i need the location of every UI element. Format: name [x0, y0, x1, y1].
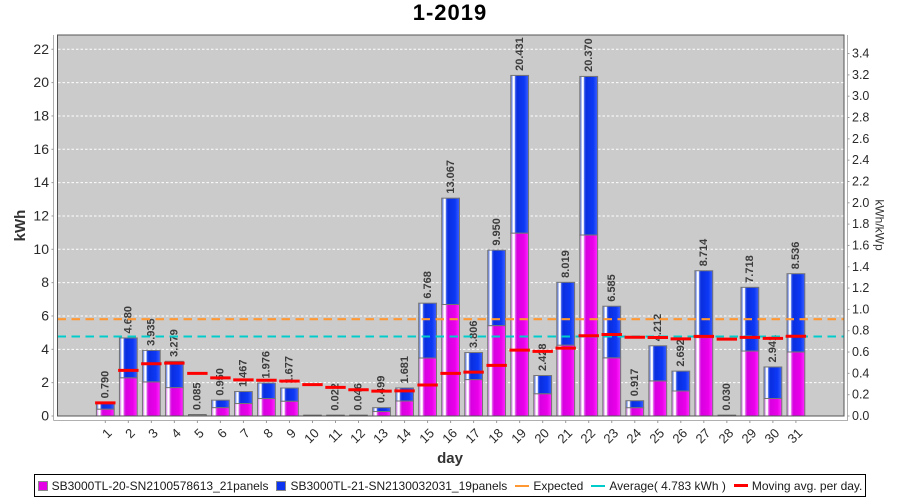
- svg-text:20: 20: [33, 74, 49, 90]
- svg-text:8.714: 8.714: [698, 238, 710, 266]
- svg-text:2.941: 2.941: [767, 335, 779, 363]
- svg-text:25: 25: [646, 425, 667, 446]
- svg-text:20: 20: [531, 425, 552, 446]
- svg-text:31: 31: [785, 425, 806, 446]
- svg-text:0.790: 0.790: [100, 371, 112, 399]
- svg-text:28: 28: [715, 425, 736, 446]
- svg-text:0.022: 0.022: [330, 383, 342, 411]
- svg-text:0.0: 0.0: [852, 409, 869, 423]
- svg-text:2.2: 2.2: [852, 174, 869, 188]
- svg-text:2.0: 2.0: [852, 196, 869, 210]
- svg-text:7: 7: [237, 425, 253, 441]
- svg-text:1.467: 1.467: [238, 360, 250, 388]
- svg-text:12: 12: [347, 425, 368, 446]
- svg-text:0.950: 0.950: [215, 368, 227, 396]
- svg-text:16: 16: [33, 141, 49, 157]
- svg-text:20.370: 20.370: [583, 38, 595, 72]
- svg-text:3.2: 3.2: [852, 68, 869, 82]
- svg-text:kWh: kWh: [12, 210, 29, 242]
- svg-text:1.0: 1.0: [852, 302, 869, 316]
- svg-text:6: 6: [41, 307, 49, 323]
- svg-text:2: 2: [122, 425, 138, 441]
- svg-text:0.499: 0.499: [376, 376, 388, 404]
- svg-text:10: 10: [301, 425, 322, 446]
- svg-text:2.428: 2.428: [537, 343, 549, 371]
- svg-text:2.692: 2.692: [675, 339, 687, 367]
- svg-text:8.536: 8.536: [790, 242, 802, 270]
- svg-text:13.067: 13.067: [445, 160, 457, 194]
- svg-text:1.976: 1.976: [261, 351, 273, 379]
- svg-text:8: 8: [41, 274, 49, 290]
- svg-text:17: 17: [462, 425, 483, 446]
- svg-text:4: 4: [41, 341, 49, 357]
- svg-text:30: 30: [762, 425, 783, 446]
- svg-text:0.4: 0.4: [852, 366, 869, 380]
- svg-text:24: 24: [623, 425, 644, 446]
- svg-text:0.046: 0.046: [353, 383, 365, 411]
- svg-text:3: 3: [145, 425, 161, 441]
- svg-text:20.431: 20.431: [514, 37, 526, 71]
- svg-text:3.935: 3.935: [146, 318, 158, 346]
- svg-text:1.4: 1.4: [852, 260, 869, 274]
- svg-text:8: 8: [260, 425, 276, 441]
- svg-text:9: 9: [283, 425, 299, 441]
- svg-text:22: 22: [577, 425, 598, 446]
- svg-text:6.768: 6.768: [422, 271, 434, 299]
- svg-text:10: 10: [33, 241, 49, 257]
- svg-text:12: 12: [33, 207, 49, 223]
- svg-text:day: day: [437, 450, 464, 467]
- svg-text:9.950: 9.950: [491, 218, 503, 246]
- svg-text:8.019: 8.019: [560, 250, 572, 278]
- svg-text:0.2: 0.2: [852, 388, 869, 402]
- svg-text:16: 16: [439, 425, 460, 446]
- svg-text:27: 27: [692, 425, 713, 446]
- svg-text:5: 5: [191, 425, 207, 441]
- svg-text:0.917: 0.917: [629, 369, 641, 397]
- svg-text:6: 6: [214, 425, 230, 441]
- svg-text:3.806: 3.806: [468, 321, 480, 349]
- svg-text:1.6: 1.6: [852, 238, 869, 252]
- svg-text:22: 22: [33, 41, 49, 57]
- svg-text:1.681: 1.681: [399, 356, 411, 384]
- svg-text:4.212: 4.212: [652, 314, 664, 342]
- svg-text:0.6: 0.6: [852, 345, 869, 359]
- svg-text:2.4: 2.4: [852, 153, 869, 167]
- svg-text:kWh/kWp: kWh/kWp: [873, 199, 887, 251]
- svg-text:21: 21: [554, 425, 575, 446]
- svg-text:1: 1: [99, 425, 115, 441]
- svg-text:1.8: 1.8: [852, 217, 869, 231]
- svg-text:1.677: 1.677: [284, 356, 296, 384]
- svg-text:0.8: 0.8: [852, 324, 869, 338]
- svg-text:18: 18: [485, 425, 506, 446]
- svg-text:0.030: 0.030: [721, 383, 733, 411]
- svg-text:7.718: 7.718: [744, 255, 756, 283]
- svg-text:3.4: 3.4: [852, 47, 869, 61]
- svg-text:3.0: 3.0: [852, 89, 869, 103]
- svg-text:0.085: 0.085: [192, 383, 204, 411]
- svg-text:29: 29: [739, 425, 760, 446]
- svg-text:15: 15: [416, 425, 437, 446]
- svg-text:19: 19: [508, 425, 529, 446]
- svg-text:2.6: 2.6: [852, 132, 869, 146]
- svg-text:4: 4: [168, 425, 184, 441]
- svg-text:3.279: 3.279: [169, 329, 181, 357]
- svg-text:2.8: 2.8: [852, 111, 869, 125]
- svg-text:13: 13: [370, 425, 391, 446]
- svg-text:18: 18: [33, 107, 49, 123]
- svg-text:1.2: 1.2: [852, 281, 869, 295]
- svg-text:23: 23: [600, 425, 621, 446]
- svg-text:14: 14: [33, 174, 49, 190]
- svg-text:11: 11: [325, 425, 345, 445]
- svg-text:14: 14: [393, 425, 414, 446]
- svg-text:26: 26: [669, 425, 690, 446]
- svg-text:2: 2: [41, 374, 49, 390]
- svg-text:6.585: 6.585: [606, 274, 618, 302]
- svg-text:0: 0: [41, 408, 49, 424]
